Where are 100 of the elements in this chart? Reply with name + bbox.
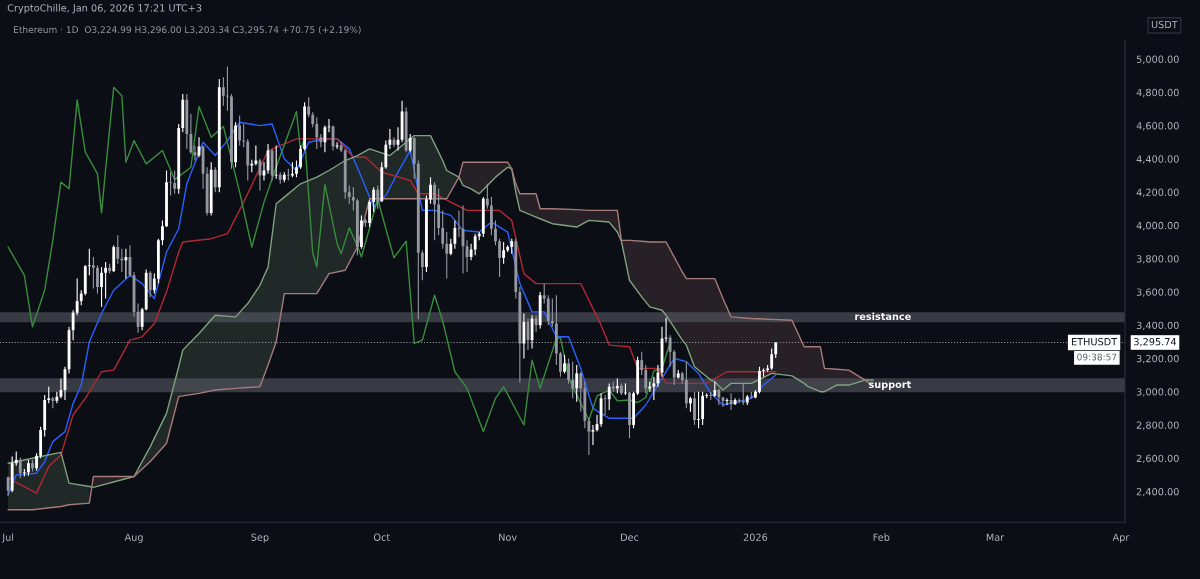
candlestick [693,391,696,426]
y-tick-label: 3,800.00 [1136,255,1179,264]
candlestick [559,351,562,378]
candlestick [433,181,436,241]
candlestick [347,184,351,205]
y-tick-label: 4,000.00 [1136,221,1179,231]
y-tick-label: 3,000.00 [1136,388,1179,397]
candlestick [116,234,120,265]
candlestick [563,354,566,374]
candlestick [351,186,355,211]
candlestick [441,209,445,250]
candlestick [644,364,648,394]
x-tick-label: Oct [373,533,390,541]
candlestick [152,273,156,295]
candlestick [161,219,164,246]
candlestick [31,459,34,473]
band-label: resistance [855,312,911,321]
x-tick-label: Apr [1112,533,1130,543]
x-tick-label: Dec [621,533,639,541]
band-label: support [869,381,912,390]
candlestick [87,248,91,276]
y-tick-label: 4,800.00 [1136,88,1179,98]
candlestick [71,309,75,341]
candlestick [725,397,729,406]
candlestick [408,133,412,153]
y-tick-label: 4,600.00 [1136,122,1179,131]
candlestick [453,219,457,250]
candlestick [469,243,473,261]
candlestick [55,391,59,404]
x-tick-label: Sep [251,533,269,543]
candlestick [571,361,575,399]
candlestick [457,209,461,238]
y-axis-title: USDT [1151,20,1178,29]
candlestick [429,176,432,205]
chart-title: CryptoChille, Jan 06, 2026 17:21 UTC+3 [7,4,202,14]
candlestick [640,351,644,376]
candlestick [368,199,372,228]
candlestick [542,283,546,305]
x-tick-label: Mar [986,533,1005,541]
candlestick [189,113,193,155]
candlestick [372,186,376,213]
x-tick-label: 2026 [743,533,768,541]
candlestick [169,171,172,197]
candlestick [376,184,380,210]
ref-line-label: ETHUSDT [1071,337,1118,346]
candlestick [502,241,506,265]
candlestick [388,128,392,150]
text: 3,295.74 [1134,337,1177,347]
candlestick [323,125,327,153]
candlestick [607,382,611,411]
x-tick-label: Nov [499,533,517,541]
y-tick-label: 2,600.00 [1136,454,1179,464]
candlestick [567,357,571,384]
candlestick [136,303,140,334]
y-tick-label: 4,400.00 [1136,155,1179,164]
candlestick [546,294,550,326]
candlestick [307,96,311,118]
candlestick [140,307,144,331]
candlestick [299,145,302,170]
candlestick [575,364,579,403]
candlestick [741,382,745,406]
candlestick [579,371,583,413]
candlestick [254,145,258,167]
line-series [7,86,671,433]
candlestick [327,118,331,133]
candlestick [18,456,22,479]
candlestick [437,188,441,236]
x-tick-label: Aug [124,533,143,543]
candlestick [445,231,449,280]
candlestick [697,391,700,429]
candlestick [494,219,497,246]
annotation: 09:38:57 [1077,353,1117,361]
candlestick [124,248,128,280]
candlestick [295,159,298,178]
candlestick [684,361,688,409]
candlestick [315,116,319,150]
candlestick [603,394,607,416]
candlestick [587,417,591,456]
candlestick [485,183,489,210]
candlestick [96,264,99,295]
candlestick [104,261,108,300]
candlestick [364,218,367,228]
candlestick [534,314,538,333]
chart-subtitle: Ethereum · 1D O3,224.99 H3,296.00 L3,203.34 C3,295.74 +70.75 (+2.19%) [14,26,361,35]
y-tick-label: 4,200.00 [1136,188,1179,197]
candlestick [758,366,761,394]
y-tick-label: 3,400.00 [1136,321,1179,330]
candlestick [628,391,631,439]
candlestick [100,266,103,308]
candlestick [173,169,177,195]
y-tick-label: 3,200.00 [1136,354,1179,364]
candlestick [498,238,501,278]
candlestick [550,298,554,328]
candlestick [91,256,95,290]
candlestick [473,233,477,256]
candlestick [221,76,225,107]
candlestick [75,278,79,316]
candlestick [717,387,721,406]
candlestick [701,391,705,426]
y-tick-label: 2,400.00 [1136,487,1179,497]
